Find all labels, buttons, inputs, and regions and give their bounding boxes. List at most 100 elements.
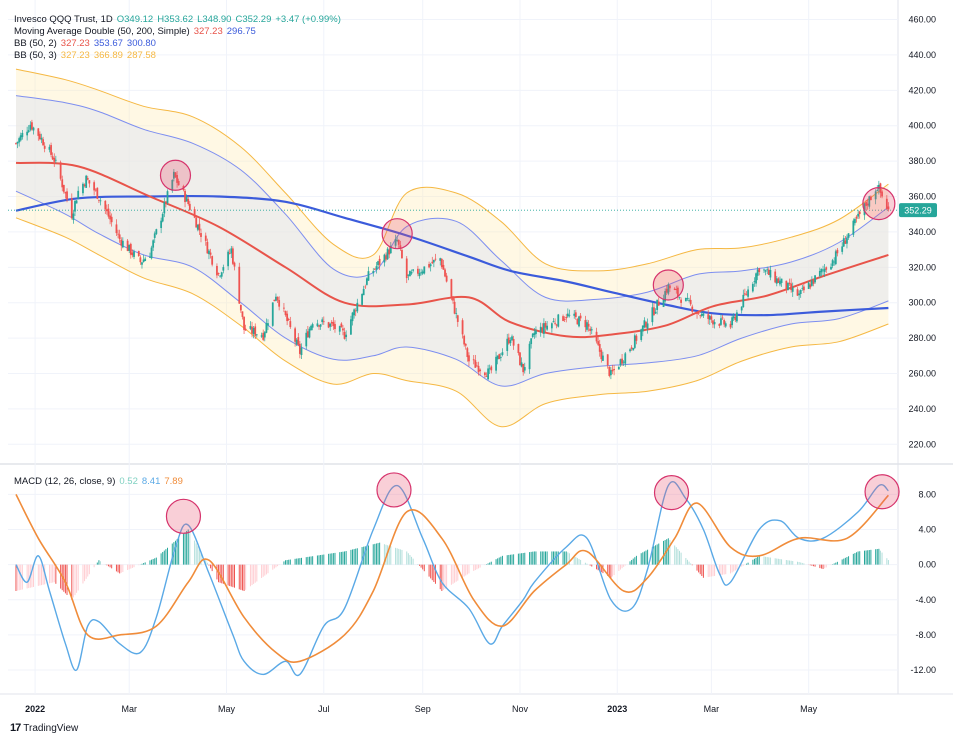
candle-body bbox=[83, 184, 86, 186]
candle-body bbox=[586, 322, 588, 330]
candle-body bbox=[487, 368, 489, 380]
candle-body bbox=[584, 320, 587, 328]
candle-body bbox=[836, 249, 839, 254]
candle-body bbox=[51, 156, 54, 160]
candle-body bbox=[779, 280, 781, 285]
candle-body bbox=[846, 238, 848, 244]
candle-body bbox=[342, 328, 344, 331]
candle-body bbox=[444, 269, 446, 277]
candle-body bbox=[351, 312, 354, 322]
candle-body bbox=[388, 249, 391, 255]
candle-body bbox=[139, 257, 142, 263]
candle-body bbox=[822, 269, 824, 271]
candle-body bbox=[329, 323, 332, 327]
candle-body bbox=[624, 353, 627, 364]
candle-body bbox=[713, 322, 716, 325]
candle-body bbox=[814, 275, 816, 283]
candle-body bbox=[338, 326, 341, 332]
legend-symbol[interactable]: Invesco QQQ Trust, 1D bbox=[14, 14, 113, 25]
candle-body bbox=[809, 284, 812, 288]
candle-body bbox=[619, 359, 622, 366]
legend-ma-label[interactable]: Moving Average Double (50, 200, Simple) bbox=[14, 26, 190, 37]
candle-body bbox=[461, 320, 464, 335]
candle-body bbox=[249, 326, 252, 329]
legend-open: O349.12 bbox=[116, 14, 154, 25]
candle-body bbox=[48, 146, 51, 150]
legend-ma-fast: 327.23 bbox=[193, 26, 223, 37]
candle-body bbox=[796, 289, 799, 296]
time-tick-label: May bbox=[218, 704, 236, 714]
candle-body bbox=[700, 313, 703, 316]
candle-body bbox=[530, 338, 533, 345]
candle-body bbox=[306, 331, 309, 338]
candle-body bbox=[432, 259, 435, 263]
candle-body bbox=[702, 313, 705, 316]
legend-macd-label[interactable]: MACD (12, 26, close, 9) bbox=[14, 476, 116, 487]
candle-body bbox=[15, 143, 17, 144]
candle-body bbox=[833, 261, 836, 263]
candle-body bbox=[767, 269, 770, 275]
candle-body bbox=[365, 278, 368, 285]
legend-bb2-label[interactable]: BB (50, 2) bbox=[14, 38, 57, 49]
candle-body bbox=[823, 268, 826, 272]
candle-body bbox=[107, 208, 110, 217]
candle-body bbox=[217, 273, 220, 275]
candle-body bbox=[278, 300, 281, 307]
candle-body bbox=[241, 311, 244, 317]
candle-body bbox=[858, 211, 861, 215]
candle-body bbox=[442, 264, 445, 270]
candle-body bbox=[298, 343, 301, 354]
candle-body bbox=[440, 259, 443, 268]
legend-bb3-label[interactable]: BB (50, 3) bbox=[14, 50, 57, 61]
candle-body bbox=[361, 293, 363, 305]
candle-body bbox=[141, 262, 143, 265]
candle-body bbox=[401, 249, 403, 259]
legend-bb3-row: BB (50, 3) 327.23 366.89 287.58 bbox=[14, 50, 160, 62]
legend-bb3-upper: 366.89 bbox=[93, 50, 123, 61]
candle-body bbox=[831, 260, 834, 266]
candle-body bbox=[643, 320, 646, 328]
time-tick-label: 2023 bbox=[607, 704, 627, 714]
price-peak-highlight-circle bbox=[159, 159, 192, 191]
candle-body bbox=[96, 187, 99, 199]
ma-50-line bbox=[15, 161, 889, 339]
candle-body bbox=[412, 269, 415, 271]
time-tick-label: Mar bbox=[121, 704, 137, 714]
candle-body bbox=[544, 322, 547, 328]
candle-body bbox=[669, 285, 671, 289]
candle-body bbox=[53, 157, 56, 162]
candle-body bbox=[657, 301, 660, 306]
candle-body bbox=[758, 268, 761, 273]
candle-body bbox=[766, 269, 769, 271]
candle-body bbox=[731, 317, 734, 326]
candle-body bbox=[468, 355, 470, 362]
candle-body bbox=[286, 313, 289, 322]
candle-body bbox=[345, 334, 348, 338]
price-tick-label: 220.00 bbox=[908, 439, 936, 449]
candle-body bbox=[310, 325, 312, 331]
indicator-lines bbox=[8, 68, 898, 428]
candle-body bbox=[562, 316, 564, 321]
candle-body bbox=[321, 319, 324, 323]
candle-body bbox=[429, 264, 432, 267]
candle-body bbox=[598, 343, 601, 352]
candle-body bbox=[72, 213, 75, 221]
candle-body bbox=[490, 366, 493, 371]
candle-body bbox=[675, 289, 678, 291]
candle-body bbox=[662, 299, 665, 308]
candle-body bbox=[799, 289, 802, 294]
last-price-label: 352.29 bbox=[904, 206, 932, 216]
candle-body bbox=[546, 325, 549, 330]
candle-body bbox=[129, 243, 132, 255]
candle-body bbox=[153, 233, 156, 238]
candle-body bbox=[841, 246, 844, 252]
candle-body bbox=[613, 369, 615, 371]
candle-body bbox=[383, 254, 386, 263]
candle-body bbox=[254, 326, 257, 336]
candle-body bbox=[710, 316, 713, 320]
candle-body bbox=[171, 179, 174, 191]
legend-bb2-row: BB (50, 2) 327.23 353.67 300.80 bbox=[14, 38, 160, 50]
candle-body bbox=[606, 354, 609, 366]
candle-body bbox=[161, 214, 164, 222]
price-tick-label: 460.00 bbox=[908, 15, 936, 25]
